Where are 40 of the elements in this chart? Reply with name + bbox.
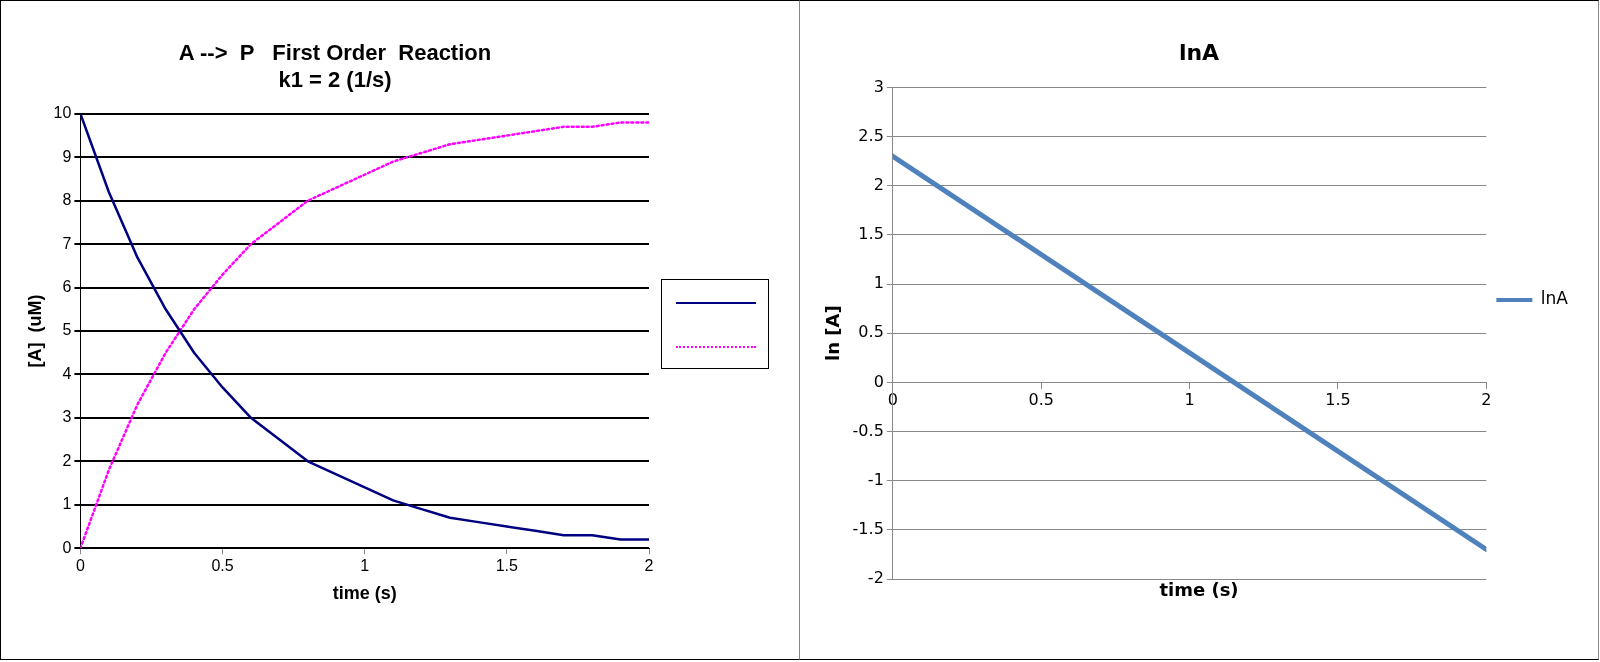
y-tick-label: -1 xyxy=(867,469,884,489)
x-tick-label: 0.5 xyxy=(1028,390,1054,410)
y-tick-label: 5 xyxy=(62,321,72,339)
x-tick-label: 1.5 xyxy=(1325,390,1351,410)
y-tick-label: -0.5 xyxy=(852,420,884,440)
x-tick-label: 1 xyxy=(360,557,370,575)
chart-title: lnA xyxy=(1178,39,1220,65)
y-tick-label: 2 xyxy=(873,174,884,194)
y-tick-label: -2 xyxy=(867,568,884,588)
y-tick-label: -1.5 xyxy=(852,519,884,538)
chart-title: A --> P First Order Reaction xyxy=(178,40,492,66)
y-tick-label: 8 xyxy=(62,191,72,209)
x-tick-label: 1.5 xyxy=(495,557,519,575)
x-tick-label: 2 xyxy=(644,557,654,575)
y-tick-label: 9 xyxy=(62,147,72,165)
y-tick-label: 6 xyxy=(62,277,72,295)
x-tick-label: 0 xyxy=(887,390,898,410)
y-tick-label: 0 xyxy=(62,538,72,556)
y-tick-label: 2.5 xyxy=(858,125,884,145)
x-tick-label: 0.5 xyxy=(211,557,234,575)
y-tick-label: 4 xyxy=(62,364,72,382)
y-axis-title: ln [A] xyxy=(822,305,844,362)
y-tick-label: 3 xyxy=(62,408,72,426)
x-tick-label: 1 xyxy=(1184,390,1195,410)
x-tick-label: 0 xyxy=(75,557,85,575)
x-tick-label: 2 xyxy=(1481,390,1492,410)
y-tick-label: 3 xyxy=(873,76,884,96)
chart-subtitle: k1 = 2 (1/s) xyxy=(278,66,392,92)
x-axis-title: time (s) xyxy=(332,583,397,604)
legend-label: lnA xyxy=(1540,288,1569,309)
y-tick-label: 7 xyxy=(62,234,72,252)
y-tick-label: 1.5 xyxy=(858,224,884,244)
y-tick-label: 0.5 xyxy=(858,322,884,342)
y-tick-label: 1 xyxy=(62,495,72,513)
y-axis-title: [A] (uM) xyxy=(24,294,45,368)
y-tick-label: 0 xyxy=(873,371,884,391)
y-tick-label: 2 xyxy=(62,451,72,469)
y-tick-label: 1 xyxy=(873,273,884,293)
x-axis-title: time (s) xyxy=(1159,579,1239,600)
y-tick-label: 10 xyxy=(53,104,72,122)
